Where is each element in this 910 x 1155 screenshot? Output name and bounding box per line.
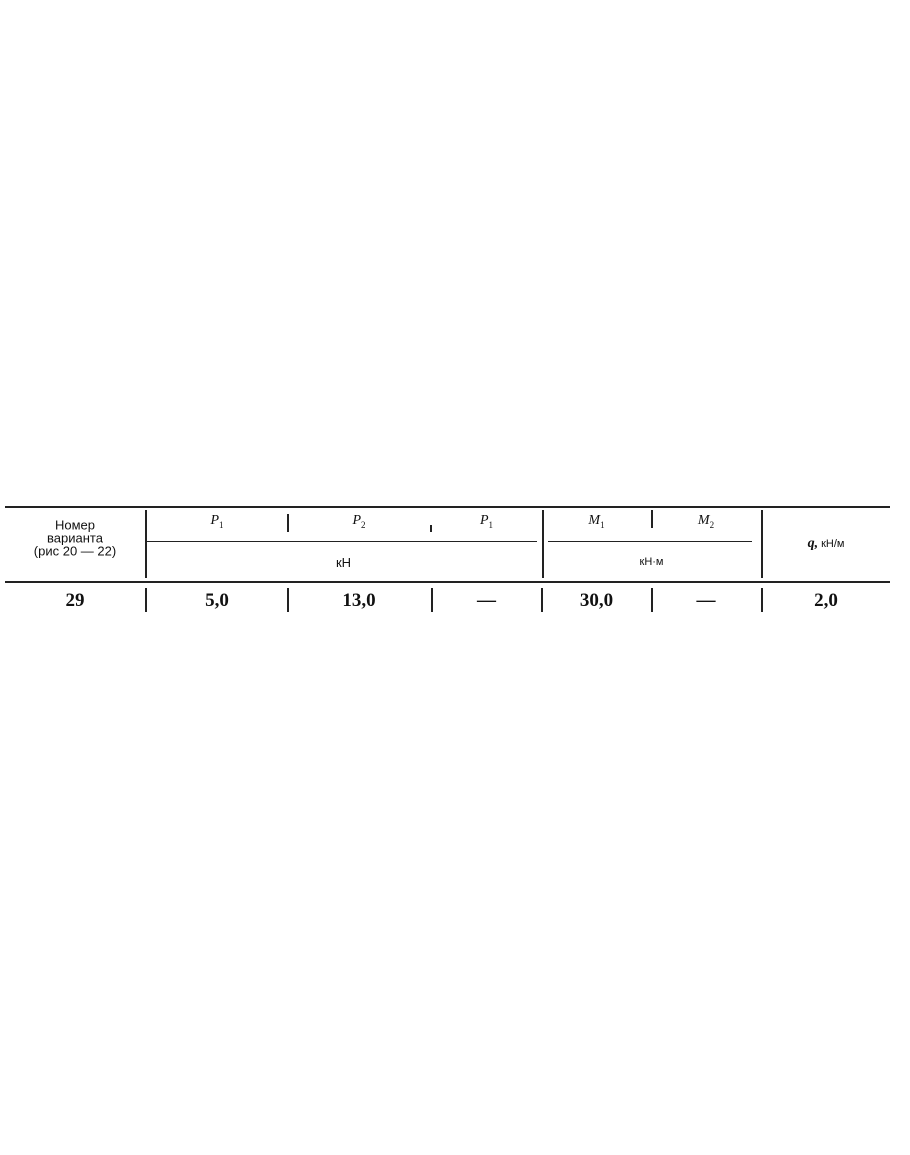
header-line: варианта <box>47 530 103 546</box>
header-bottom-rule <box>5 581 890 583</box>
col-divider <box>287 514 289 532</box>
col-divider <box>431 588 433 612</box>
cell-M2: — <box>696 590 716 611</box>
col-divider <box>145 588 147 612</box>
col-divider <box>651 588 653 612</box>
col-divider <box>761 588 763 612</box>
col-divider <box>542 510 544 578</box>
cell-P1: 5,0 <box>205 590 229 611</box>
header-line: Номер <box>54 517 95 533</box>
col-divider <box>651 510 653 528</box>
header-P3: P1 <box>479 513 494 530</box>
cell-P2: 13,0 <box>342 590 376 611</box>
q-unit: кН/м <box>821 538 845 550</box>
header-M1: M1 <box>588 513 605 530</box>
cell-q: 2,0 <box>814 590 838 611</box>
moment-unit: кН·м <box>639 556 664 568</box>
col-divider <box>145 510 147 578</box>
table-top-rule <box>5 506 890 508</box>
header-P1: P1 <box>210 513 224 530</box>
cell-variant: 29 <box>65 590 85 611</box>
force-sub-rule <box>147 541 537 542</box>
col-divider <box>761 510 763 578</box>
header-M2: M2 <box>697 513 715 530</box>
col-divider <box>541 588 543 612</box>
header-P2: P2 <box>352 513 366 530</box>
header-line: (рис 20 — 22) <box>33 543 117 559</box>
cell-M1: 30,0 <box>579 590 614 611</box>
col-divider <box>430 525 432 532</box>
col-divider <box>287 588 289 612</box>
cell-P3: — <box>477 590 496 611</box>
force-unit: кН <box>335 555 352 570</box>
moment-sub-rule <box>548 541 752 542</box>
header-q: q, кН/м <box>762 536 890 552</box>
variant-header: Номер варианта (рис 20 — 22) <box>5 519 145 558</box>
q-symbol: q, <box>807 536 819 551</box>
